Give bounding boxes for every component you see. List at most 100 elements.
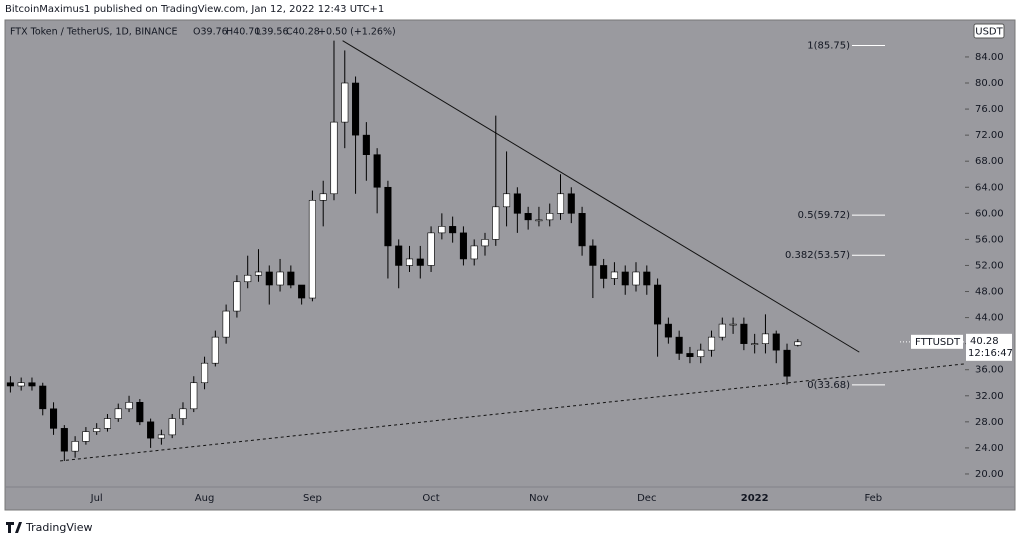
- x-tick-label: Feb: [864, 493, 882, 504]
- candle-body: [190, 382, 198, 410]
- candle-body: [740, 323, 748, 344]
- candle-body: [632, 271, 640, 286]
- candle-body: [492, 206, 500, 240]
- x-tick-label: Nov: [529, 493, 549, 504]
- ohlc-close: C40.28: [286, 27, 320, 38]
- candle-body: [168, 418, 176, 436]
- candle-body: [201, 362, 209, 384]
- symbol-box: [911, 334, 963, 349]
- brand-logo: [6, 522, 22, 533]
- candle-body: [535, 219, 543, 222]
- ohlc-open: O39.76: [193, 27, 228, 38]
- x-tick-label: Dec: [637, 493, 656, 504]
- candle-body: [438, 226, 446, 234]
- candle-body: [772, 333, 780, 351]
- candle-body: [28, 382, 36, 387]
- candle-body: [352, 82, 360, 136]
- trend-line: [342, 40, 860, 353]
- countdown: 12:16:47: [968, 348, 1013, 359]
- candle-body: [546, 213, 554, 221]
- candle-body: [276, 271, 284, 286]
- candle-body: [686, 353, 694, 357]
- y-tick-label: 56.00: [975, 234, 1004, 245]
- y-tick-label: 64.00: [975, 182, 1004, 193]
- candle-body: [17, 382, 25, 387]
- candle-body: [578, 213, 586, 247]
- candle-body: [643, 271, 651, 286]
- brand-name: TradingView: [25, 521, 92, 534]
- candle-body: [233, 281, 241, 312]
- candle-body: [697, 349, 705, 357]
- y-tick-label: 24.00: [975, 443, 1004, 454]
- y-tick-label: 60.00: [975, 208, 1004, 219]
- x-tick-label: Oct: [422, 493, 439, 504]
- fib-label: 0.5(59.72): [798, 210, 850, 221]
- last-price: 40.28: [970, 336, 999, 347]
- ohlc-low: L39.56: [256, 27, 289, 38]
- candle-body: [707, 336, 716, 351]
- change: +0.50 (+1.26%): [318, 27, 396, 38]
- candle-body: [395, 245, 403, 266]
- candle-body: [459, 232, 467, 260]
- x-tick-label: Aug: [195, 493, 215, 504]
- y-tick-label: 68.00: [975, 156, 1004, 167]
- candle-body: [136, 401, 144, 423]
- candle-body: [308, 199, 316, 299]
- candle-body: [71, 441, 79, 452]
- candle-body: [567, 193, 575, 214]
- candle-body: [470, 245, 478, 260]
- candle-body: [93, 428, 101, 432]
- symbol-label: FTTUSDT: [915, 337, 961, 348]
- candle-body: [761, 333, 769, 344]
- publisher-line: BitcoinMaximus1 published on TradingView…: [5, 4, 384, 15]
- chart-pane: [4, 19, 1016, 511]
- y-tick-label: 48.00: [975, 287, 1004, 298]
- candle-body: [330, 121, 338, 195]
- candle-body: [362, 134, 370, 155]
- candle-body: [222, 310, 230, 338]
- candle-body: [157, 434, 165, 439]
- trend-line: [59, 363, 966, 462]
- candle-body: [82, 431, 90, 442]
- candle-body: [654, 284, 662, 325]
- candle-body: [589, 245, 597, 266]
- y-tick-label: 72.00: [975, 130, 1004, 141]
- candle-body: [427, 232, 435, 266]
- candle-body: [103, 418, 112, 429]
- candle-body: [319, 193, 327, 201]
- candle-body: [179, 408, 187, 419]
- candle-body: [114, 408, 122, 419]
- candle-body: [556, 193, 565, 214]
- candle-body: [6, 382, 14, 387]
- fib-label: 0.382(53.57): [785, 250, 850, 261]
- ohlc-high: H40.70: [226, 27, 260, 38]
- y-tick-label: 84.00: [975, 52, 1004, 63]
- currency-label: USDT: [975, 27, 1003, 38]
- y-tick-label: 36.00: [975, 365, 1004, 376]
- candle-body: [718, 323, 726, 338]
- x-tick-label: 2022: [741, 493, 769, 504]
- y-tick-label: 44.00: [975, 313, 1004, 324]
- candle-body: [384, 186, 392, 247]
- candle-body: [621, 271, 629, 286]
- candle-body: [211, 336, 219, 364]
- candle-body: [60, 428, 68, 452]
- candle-body: [287, 271, 295, 286]
- candle-body: [244, 274, 252, 283]
- candle-body: [524, 213, 532, 221]
- candle-body: [405, 258, 414, 266]
- candle-body: [50, 408, 58, 429]
- x-tick-label: Sep: [303, 493, 322, 504]
- candle-body: [794, 341, 802, 346]
- y-tick-label: 80.00: [975, 78, 1004, 89]
- candle-body: [600, 265, 608, 279]
- candle-body: [254, 271, 263, 276]
- candle-body: [147, 421, 155, 439]
- x-tick-label: Jul: [90, 493, 103, 504]
- y-tick-label: 32.00: [975, 391, 1004, 402]
- candle-body: [416, 258, 424, 266]
- candle-body: [729, 323, 737, 326]
- candle-body: [513, 193, 521, 214]
